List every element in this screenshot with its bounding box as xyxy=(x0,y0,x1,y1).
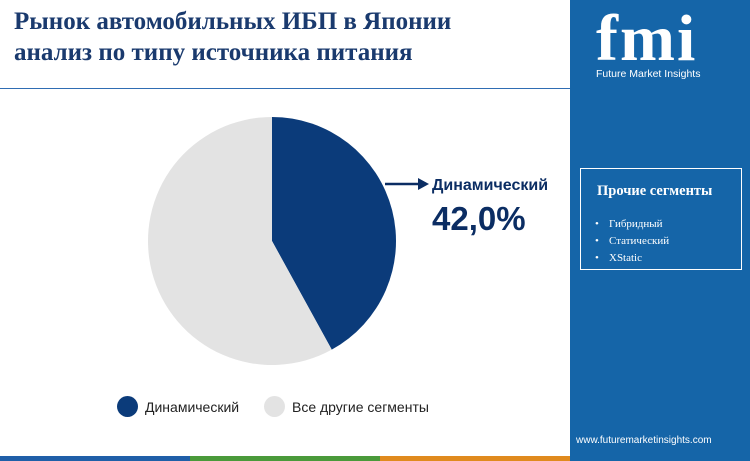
other-segments-list: Гибридный Статический XStatic xyxy=(595,216,669,267)
bottom-bar-segment-blue xyxy=(0,456,190,461)
segment-item-hybrid: Гибридный xyxy=(595,216,669,233)
bottom-color-bar xyxy=(0,456,570,461)
sidebar: fmi Future Market Insights Прочие сегмен… xyxy=(570,0,750,461)
logo-text: fmi xyxy=(596,6,697,66)
pie-slice-others xyxy=(147,117,332,366)
arrow-right-icon xyxy=(385,178,429,190)
legend-label-others: Все другие сегменты xyxy=(292,398,429,415)
title-divider xyxy=(0,88,570,89)
segment-item-xstatic: XStatic xyxy=(595,250,669,267)
other-segments-title: Прочие сегменты xyxy=(597,183,713,199)
bottom-bar-segment-orange xyxy=(380,456,570,461)
segment-item-static: Статический xyxy=(595,233,669,250)
legend-swatch-others xyxy=(264,396,285,417)
callout-label: Динамический xyxy=(432,177,549,194)
legend-swatch-dynamic xyxy=(117,396,138,417)
title-line-1: Рынок автомобильных ИБП в Японии xyxy=(14,8,452,35)
chart-title: Рынок автомобильных ИБП в Японии анализ … xyxy=(14,6,554,68)
legend-item-others: Все другие сегменты xyxy=(264,396,429,417)
pie-slice-dynamic xyxy=(272,117,396,350)
other-segments-box: Прочие сегменты Гибридный Статический XS… xyxy=(580,168,742,270)
website-link[interactable]: www.futuremarketinsights.com xyxy=(576,435,712,446)
legend-label-dynamic: Динамический xyxy=(145,398,240,415)
logo-subtitle: Future Market Insights xyxy=(596,68,701,80)
callout-value: 42,0% xyxy=(432,200,526,237)
title-line-2: анализ по типу источника питания xyxy=(14,39,413,66)
logo-icon: fmi xyxy=(596,6,697,66)
pie-slices xyxy=(147,117,396,366)
pie-chart xyxy=(147,117,429,366)
bottom-bar-segment-green xyxy=(190,456,380,461)
legend-item-dynamic: Динамический xyxy=(117,396,239,417)
